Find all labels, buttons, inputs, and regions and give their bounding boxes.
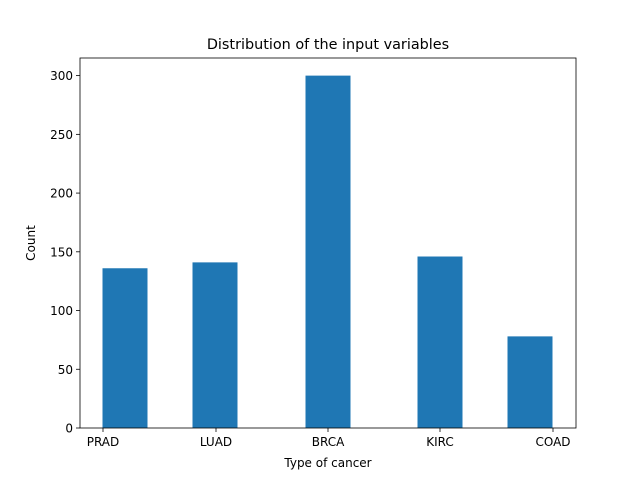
chart-title: Distribution of the input variables	[207, 37, 449, 53]
bars-group	[102, 75, 553, 428]
x-tick-label: COAD	[535, 435, 570, 449]
y-axis-label: Count	[24, 225, 38, 261]
y-tick-label: 100	[50, 304, 73, 318]
y-tick-label: 50	[58, 363, 73, 377]
x-tick-label: PRAD	[87, 435, 120, 449]
y-axis-ticks: 0 50 100 150 200 250 300	[50, 69, 80, 436]
x-tick-label: KIRC	[426, 435, 454, 449]
x-tick-label: BRCA	[312, 435, 345, 449]
y-tick-label: 200	[50, 187, 73, 201]
plot-frame	[79, 57, 577, 429]
x-tick-label: LUAD	[200, 435, 232, 449]
bar-luad	[192, 262, 238, 428]
y-tick-label: 300	[50, 69, 73, 83]
x-axis-ticks: PRAD LUAD BRCA KIRC COAD	[87, 428, 571, 449]
bar-coad	[507, 336, 553, 428]
bar-brca	[305, 75, 351, 428]
bar-prad	[102, 268, 148, 428]
y-tick-label: 150	[50, 245, 73, 259]
x-axis-label: Type of cancer	[283, 456, 371, 470]
bar-kirc	[417, 256, 463, 428]
y-tick-label: 250	[50, 128, 73, 142]
y-tick-label: 0	[65, 422, 73, 436]
